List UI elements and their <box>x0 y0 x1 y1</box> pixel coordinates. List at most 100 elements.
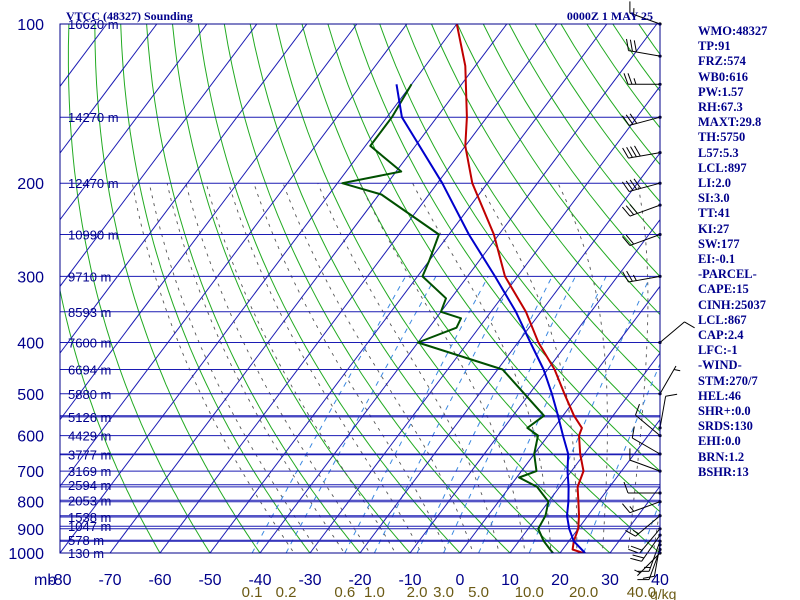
height-label: 8593 m <box>68 305 111 320</box>
index-line: RH:67.3 <box>698 100 743 115</box>
mixing-ratio-label: 5.0 <box>468 584 489 600</box>
barb-shaft <box>628 152 661 159</box>
pressure-label: 200 <box>17 176 44 193</box>
wind-barb <box>623 73 662 86</box>
mixing-ratio-line <box>344 276 489 553</box>
moist-adiabat-line <box>148 183 320 553</box>
height-label: 3169 m <box>68 464 111 479</box>
index-line: -PARCEL- <box>698 267 757 282</box>
pressure-label: 800 <box>17 495 44 512</box>
barb-feather <box>621 181 630 192</box>
temperature-tick-label: -20 <box>348 572 371 589</box>
barb-shaft <box>629 234 661 246</box>
barb-feather <box>622 236 631 246</box>
barb-feather <box>625 529 636 537</box>
index-line: LCL:897 <box>698 160 747 175</box>
moist-adiabat-line <box>253 183 448 553</box>
height-label: 1047 m <box>68 519 111 534</box>
barb-shaft <box>628 116 661 126</box>
index-line: CINH:25037 <box>698 297 767 312</box>
dry-adiabat-line <box>223 24 511 553</box>
height-label: 578 m <box>68 533 104 548</box>
dry-adiabat-line <box>275 24 611 553</box>
wind-barb <box>631 426 662 456</box>
barb-feather <box>629 113 638 124</box>
index-line: SHR+:0.0 <box>698 404 751 419</box>
temperature-tick-label: -50 <box>198 572 221 589</box>
index-line: BSHR:13 <box>698 464 749 479</box>
isotherm-line <box>309 85 660 553</box>
barb-shaft <box>635 414 661 436</box>
isotherm-line <box>359 152 660 553</box>
isotherm-line <box>109 24 508 553</box>
temperature-tick-label: -10 <box>398 572 421 589</box>
mixing-ratio-line <box>640 499 660 553</box>
dry-adiabat-line <box>197 24 461 553</box>
pressure-label: 400 <box>17 336 44 353</box>
barb-shaft <box>629 204 661 217</box>
dry-adiabat-line <box>405 24 660 393</box>
barb-feather <box>631 426 635 439</box>
index-line: PW:1.57 <box>698 84 744 99</box>
temperature-line <box>455 24 585 553</box>
barb-feather <box>629 204 638 214</box>
barb-feather <box>629 179 638 190</box>
barb-feather <box>623 481 629 494</box>
plot-frame <box>59 23 661 554</box>
moist-adiabat-line <box>282 183 474 553</box>
barb-feather <box>629 39 633 52</box>
dry-adiabat-line <box>431 24 660 354</box>
height-label: 5126 m <box>68 410 111 425</box>
index-line: WB0:616 <box>698 69 748 84</box>
barb-feather <box>630 557 642 562</box>
barb-shaft <box>628 182 661 192</box>
barb-shaft <box>653 544 661 577</box>
height-label: 4429 m <box>68 429 111 444</box>
pressure-label: 900 <box>17 522 44 539</box>
isotherm-line <box>259 24 658 553</box>
temperature-tick-label: 10 <box>501 572 519 589</box>
barb-shaft <box>659 365 677 395</box>
moist-adiabat-line <box>185 183 371 553</box>
height-label: 5880 m <box>68 387 111 402</box>
barb-feather <box>625 234 635 245</box>
index-line: LFC:-1 <box>698 343 738 358</box>
wind-barb <box>622 232 662 246</box>
temperature-tick-label: 20 <box>551 572 569 589</box>
barb-feather <box>642 575 655 579</box>
barb-shaft <box>629 501 661 514</box>
isotherm-line <box>459 285 660 553</box>
mixing-ratio-label: 10.0 <box>515 584 544 600</box>
mixing-ratio-label: 0.2 <box>276 584 297 600</box>
wind-barb <box>658 393 678 430</box>
barb-feather <box>665 393 678 397</box>
barb-feather <box>633 178 642 189</box>
wind-barb <box>658 321 695 345</box>
temperature-tick-label: -30 <box>298 572 321 589</box>
index-line: EHI:0.0 <box>698 434 741 449</box>
barb-half-feather <box>633 78 637 85</box>
temperature-tick-label: 30 <box>601 572 619 589</box>
index-line: -WIND- <box>698 358 742 373</box>
wind-barb <box>621 178 662 192</box>
index-line: TH:5750 <box>698 130 746 145</box>
moist-adiabat-line <box>557 183 608 553</box>
dewpoint-line <box>341 83 554 553</box>
barb-feather <box>626 147 633 158</box>
height-label: 10990 m <box>68 228 119 243</box>
moist-adiabat-line <box>652 506 660 553</box>
index-line: CAPE:15 <box>698 282 749 297</box>
height-label: 2053 m <box>68 493 111 508</box>
index-line: WMO:48327 <box>698 24 768 38</box>
moist-adiabat-line <box>228 183 422 553</box>
barb-half-feather <box>634 569 641 574</box>
barb-shaft <box>659 321 685 343</box>
isotherm-line <box>209 24 608 553</box>
barb-feather <box>625 205 635 216</box>
mixing-ratio-line <box>251 276 407 553</box>
height-label: 7600 m <box>68 336 111 351</box>
isotherm-line <box>60 24 308 354</box>
height-label: 1538 m <box>68 510 111 525</box>
moist-adiabat-line <box>317 183 500 553</box>
index-line: STM:270/7 <box>698 373 758 388</box>
